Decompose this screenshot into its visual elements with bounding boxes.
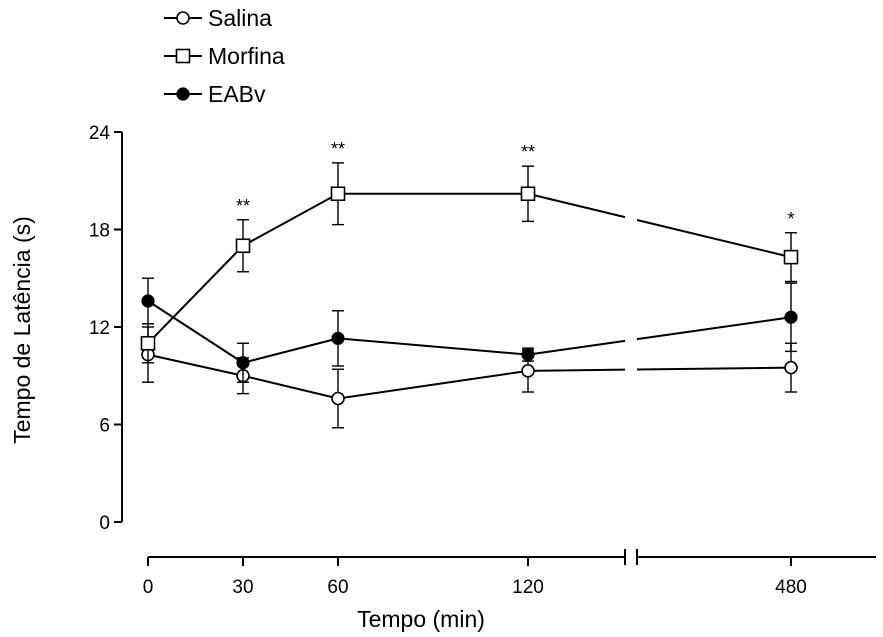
data-point xyxy=(784,360,798,375)
series-line-segment xyxy=(147,245,244,344)
series-line-segment xyxy=(636,366,792,371)
significance-annotations: **** *** xyxy=(236,139,795,229)
series-line-segment xyxy=(147,300,244,364)
legend-item-morfina: Morfina xyxy=(164,43,285,69)
series-line-segment xyxy=(636,316,792,341)
series-layer xyxy=(140,162,799,429)
data-point xyxy=(520,186,536,202)
legend-marker xyxy=(175,48,191,64)
x-axis: 0 30 60 120 480 xyxy=(143,549,876,598)
data-point xyxy=(521,348,535,362)
data-point xyxy=(784,310,798,324)
legend-label: Salina xyxy=(208,5,272,31)
y-tick-label: 0 xyxy=(99,513,110,534)
series-line-segment xyxy=(337,369,529,400)
legend-label: Morfina xyxy=(208,43,285,69)
series-eabv xyxy=(141,277,798,383)
x-tick-label: 480 xyxy=(775,577,807,598)
y-tick-label: 18 xyxy=(89,221,110,242)
significance-marker: ** xyxy=(236,196,250,216)
legend: Salina Morfina EABv xyxy=(164,5,285,107)
y-tick-label: 24 xyxy=(89,123,111,144)
significance-marker: ** xyxy=(521,142,535,162)
significance-marker: ** xyxy=(331,139,345,159)
y-tick-label: 6 xyxy=(99,416,110,437)
data-point xyxy=(141,294,155,308)
y-tick-label: 12 xyxy=(89,318,110,339)
legend-item-eabv: EABv xyxy=(164,81,266,107)
y-axis-title: Tempo de Latência (s) xyxy=(9,216,35,444)
series-line-segment xyxy=(527,339,626,356)
data-point xyxy=(521,364,535,378)
data-point xyxy=(140,335,156,351)
series-salina xyxy=(141,326,798,429)
x-tick-label: 120 xyxy=(512,577,544,598)
significance-marker: * xyxy=(787,209,794,229)
legend-marker xyxy=(176,11,190,25)
x-tick-label: 30 xyxy=(232,577,253,598)
series-line-segment xyxy=(337,337,529,356)
series-line-segment xyxy=(147,353,244,377)
x-tick-label: 0 xyxy=(143,577,154,598)
data-point xyxy=(331,331,345,345)
legend-item-salina: Salina xyxy=(164,5,272,31)
series-line-segment xyxy=(242,374,339,400)
data-point xyxy=(235,238,251,254)
x-tick-label: 60 xyxy=(327,577,348,598)
series-line-segment xyxy=(527,192,626,219)
series-morfina xyxy=(140,162,799,364)
data-point xyxy=(330,186,346,202)
series-line-segment xyxy=(527,368,626,372)
data-point xyxy=(236,356,250,370)
series-line-segment xyxy=(636,219,792,259)
series-line-segment xyxy=(242,337,339,364)
series-line-segment xyxy=(242,192,339,247)
legend-marker xyxy=(176,87,190,101)
data-point xyxy=(783,249,799,265)
y-axis: 0 6 12 18 24 xyxy=(89,123,123,534)
x-axis-title: Tempo (min) xyxy=(357,606,485,632)
data-point xyxy=(331,391,345,406)
legend-label: EABv xyxy=(208,81,266,107)
